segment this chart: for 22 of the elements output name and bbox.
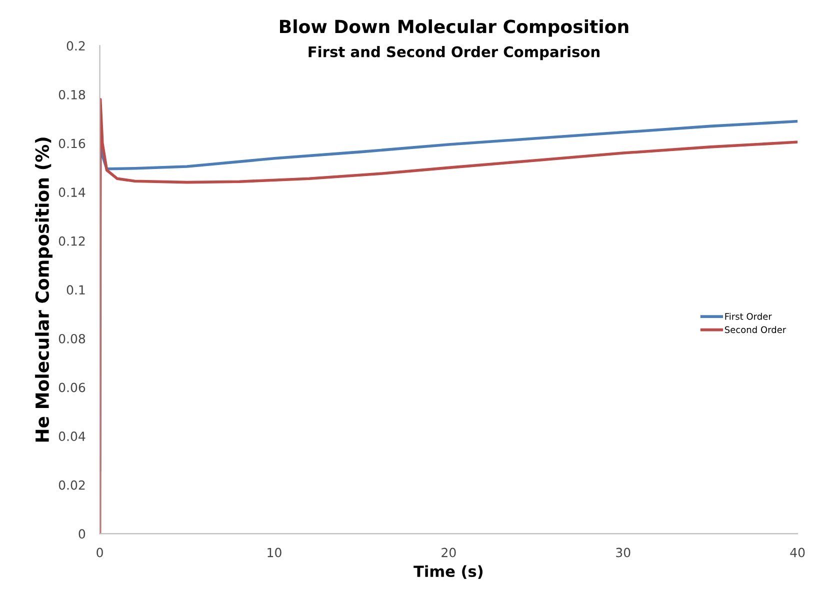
- y-tick-label: 0.06: [58, 382, 86, 392]
- x-tick-label: 40: [790, 548, 805, 558]
- y-tick-label: 0.02: [58, 480, 85, 490]
- y-tick-label: 0.04: [58, 432, 86, 442]
- chart-title: Blow Down Molecular Composition: [280, 19, 628, 37]
- y-tick-label: 0.16: [58, 138, 86, 148]
- y-tick-label: 0: [78, 529, 86, 539]
- x-tick-label: 10: [268, 548, 282, 558]
- y-tick-label: 0.2: [66, 41, 85, 51]
- y-tick-label: 0.12: [58, 236, 85, 246]
- y-tick-label: 0.08: [58, 334, 86, 344]
- y-axis-title: He Molecular Composition (%): [35, 138, 53, 442]
- x-axis-title: Time (s): [414, 565, 483, 579]
- x-tick-label: 20: [442, 548, 456, 558]
- chart-subtitle: First and Second Order Comparison: [308, 46, 600, 60]
- y-tick-label: 0.18: [58, 90, 86, 100]
- y-tick-label: 0.1: [66, 285, 85, 295]
- x-tick-label: 0: [96, 548, 103, 558]
- x-tick-label: 30: [616, 548, 630, 558]
- legend-label: Second Order: [724, 326, 786, 334]
- y-tick-label: 0.14: [58, 188, 86, 198]
- legend-label: First Order: [725, 312, 772, 320]
